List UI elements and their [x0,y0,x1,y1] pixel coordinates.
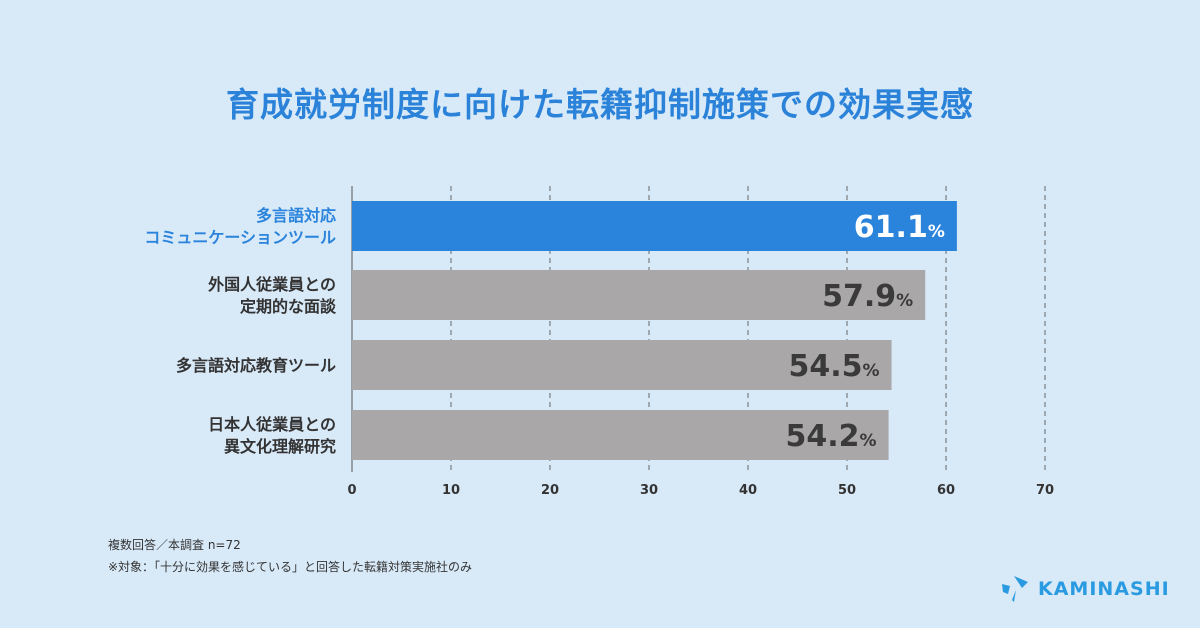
data-label: 61.1% [854,210,945,245]
x-tick-label: 10 [442,483,460,498]
category-label: コミュニケーションツール [144,228,336,247]
category-label: 多言語対応教育ツール [176,356,336,375]
data-label: 57.9% [822,279,913,314]
bar [352,201,957,251]
bar [352,270,926,320]
kaminashi-logo: KAMINASHI [1000,572,1170,606]
x-tick-label: 50 [838,483,856,498]
x-tick-label: 30 [640,483,658,498]
x-tick-label: 70 [1036,483,1054,498]
data-label: 54.5% [788,349,879,384]
category-label: 異文化理解研究 [224,437,336,456]
category-label: 多言語対応 [256,206,336,225]
x-tick-label: 0 [347,483,356,498]
category-label: 外国人従業員との [207,275,336,294]
chart-title: 育成就労制度に向けた転籍抑制施策での効果実感 [226,85,974,124]
note-sample: 複数回答／本調査 n=72 [108,538,241,552]
logo-bird-icon [1002,576,1028,602]
x-tick-label: 60 [937,483,955,498]
bar [352,340,892,390]
x-tick-label: 20 [541,483,559,498]
category-label: 日本人従業員との [208,415,336,434]
bar [352,410,889,460]
note-target: ※対象：「十分に効果を感じている」と回答した転籍対策実施社のみ [108,560,473,574]
category-label: 定期的な面談 [239,297,337,316]
logo-text: KAMINASHI [1038,578,1170,600]
data-label: 54.2% [786,419,877,454]
x-tick-label: 40 [739,483,757,498]
